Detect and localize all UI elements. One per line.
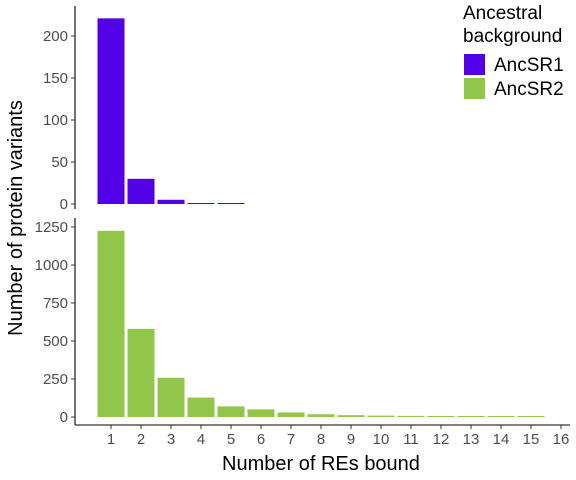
x-axis-title: Number of REs bound <box>222 453 420 475</box>
x-tick-label: 15 <box>523 431 540 448</box>
x-tick-label: 14 <box>493 431 510 448</box>
y-tick-label: 1250 <box>35 219 68 236</box>
bar-ancsr2-13 <box>458 416 485 417</box>
bar-ancsr1-3 <box>158 200 185 204</box>
legend-label-ancsr1: AncSR1 <box>494 55 564 76</box>
y-tick-label: 1000 <box>35 257 68 274</box>
bar-ancsr2-14 <box>488 416 515 417</box>
x-tick-label: 11 <box>403 431 419 448</box>
bar-ancsr2-7 <box>278 412 305 417</box>
bar-ancsr2-6 <box>248 409 275 417</box>
panel-ancsr1: 0 50 100 150 200 <box>43 6 245 213</box>
bar-ancsr1-4 <box>188 203 215 204</box>
y-tick-label: 200 <box>43 28 68 45</box>
bar-ancsr2-3 <box>158 378 185 417</box>
x-tick-label: 6 <box>257 431 265 448</box>
bar-ancsr2-2 <box>128 329 155 417</box>
x-tick-label: 4 <box>197 431 205 448</box>
y-tick-label: 100 <box>43 112 68 129</box>
y-tick-label: 0 <box>60 196 68 213</box>
x-tick-label: 8 <box>317 431 325 448</box>
x-tick-label: 16 <box>553 431 570 448</box>
x-tick-label: 1 <box>107 431 115 448</box>
x-tick-label: 7 <box>287 431 295 448</box>
y-tick-label: 500 <box>43 333 68 350</box>
y-tick-label: 750 <box>43 295 68 312</box>
panel-ancsr2: 0 250 500 750 1000 1250 <box>35 218 545 426</box>
legend-key-ancsr1 <box>464 54 485 75</box>
bar-ancsr2-4 <box>188 398 215 417</box>
y-tick-label: 50 <box>51 154 68 171</box>
x-tick-label: 12 <box>433 431 450 448</box>
x-tick-label: 3 <box>167 431 175 448</box>
y-tick-label: 250 <box>43 371 68 388</box>
x-tick-label: 13 <box>463 431 480 448</box>
legend-key-ancsr2 <box>464 78 485 99</box>
legend: Ancestral background AncSR1 AncSR2 <box>463 3 564 100</box>
bar-ancsr2-11 <box>398 416 425 417</box>
legend-title-line2: background <box>463 26 562 47</box>
y-tick-label: 0 <box>60 409 68 426</box>
bar-ancsr2-12 <box>428 416 455 417</box>
bar-ancsr1-1 <box>98 18 125 204</box>
x-tick-label: 9 <box>347 431 355 448</box>
bar-ancsr2-15 <box>518 416 545 417</box>
x-axis: 1 2 3 4 5 6 7 8 9 10 11 12 13 14 15 16 <box>75 425 570 448</box>
legend-label-ancsr2: AncSR2 <box>494 79 564 100</box>
bar-ancsr2-5 <box>218 406 245 417</box>
bar-ancsr2-9 <box>338 415 365 417</box>
bar-ancsr2-10 <box>368 416 395 417</box>
bar-ancsr2-1 <box>98 231 125 417</box>
x-tick-label: 10 <box>373 431 390 448</box>
bar-ancsr1-5 <box>218 203 245 204</box>
y-tick-label: 150 <box>43 70 68 87</box>
bar-ancsr2-8 <box>308 414 335 417</box>
legend-title-line1: Ancestral <box>463 3 542 24</box>
x-tick-label: 2 <box>137 431 145 448</box>
x-tick-label: 5 <box>227 431 235 448</box>
bar-ancsr1-2 <box>128 179 155 204</box>
y-axis-title: Number of protein variants <box>5 100 27 336</box>
